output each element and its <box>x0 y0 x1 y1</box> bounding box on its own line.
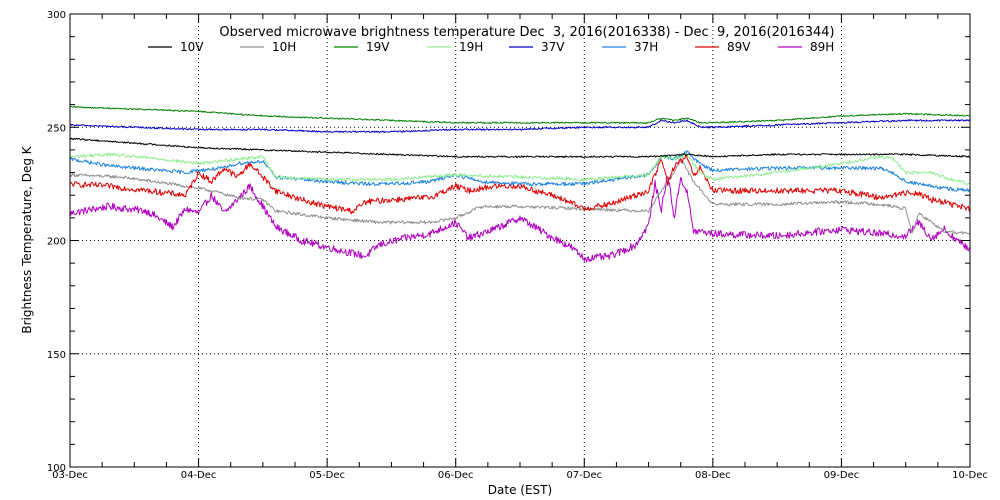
chart-title: Observed microwave brightness temperatur… <box>219 25 834 40</box>
legend-label-19h: 19H <box>459 40 483 54</box>
y-tick-label: 200 <box>47 237 66 248</box>
x-tick-label: 10-Dec <box>952 470 988 481</box>
grid-lines <box>70 14 970 467</box>
legend-label-37v: 37V <box>541 40 565 54</box>
legend: 10V 10H 19V 19H 37V 37H 89V 89H <box>148 40 834 54</box>
x-tick-label: 07-Dec <box>566 470 602 481</box>
series-line-19h <box>69 152 971 185</box>
legend-label-37h: 37H <box>634 40 658 54</box>
series-line-19v <box>69 105 971 124</box>
y-tick-label: 100 <box>47 463 66 474</box>
series-line-10h <box>69 157 971 235</box>
x-tick-label: 09-Dec <box>824 470 860 481</box>
series-line-10v <box>69 137 971 158</box>
legend-label-89v: 89V <box>727 40 751 54</box>
series-line-89v <box>69 153 971 215</box>
legend-label-10h: 10H <box>272 40 296 54</box>
x-tick-label: 05-Dec <box>309 470 345 481</box>
x-tick-label: 03-Dec <box>52 470 88 481</box>
y-axis-label: Brightness Temperature, Deg K <box>20 145 34 333</box>
y-tick-label: 150 <box>47 350 66 361</box>
x-tick-label: 04-Dec <box>181 470 217 481</box>
x-tick-label: 08-Dec <box>695 470 731 481</box>
series-line-89h <box>69 176 971 263</box>
series-line-37v <box>69 119 971 134</box>
y-tick-label: 250 <box>47 123 66 134</box>
legend-label-19v: 19V <box>366 40 390 54</box>
y-tick-label: 300 <box>47 10 66 21</box>
x-axis: 03-Dec 04-Dec 05-Dec 06-Dec 07-Dec 08-Dec 09-D… <box>52 14 988 481</box>
y-axis: 100 150 200 250 300 <box>47 10 970 474</box>
legend-label-10v: 10V <box>180 40 204 54</box>
x-tick-label: 06-Dec <box>438 470 474 481</box>
legend-label-89h: 89H <box>810 40 834 54</box>
series-line-37h <box>69 150 971 193</box>
series-layer <box>69 105 971 263</box>
x-axis-label: Date (EST) <box>488 483 552 497</box>
